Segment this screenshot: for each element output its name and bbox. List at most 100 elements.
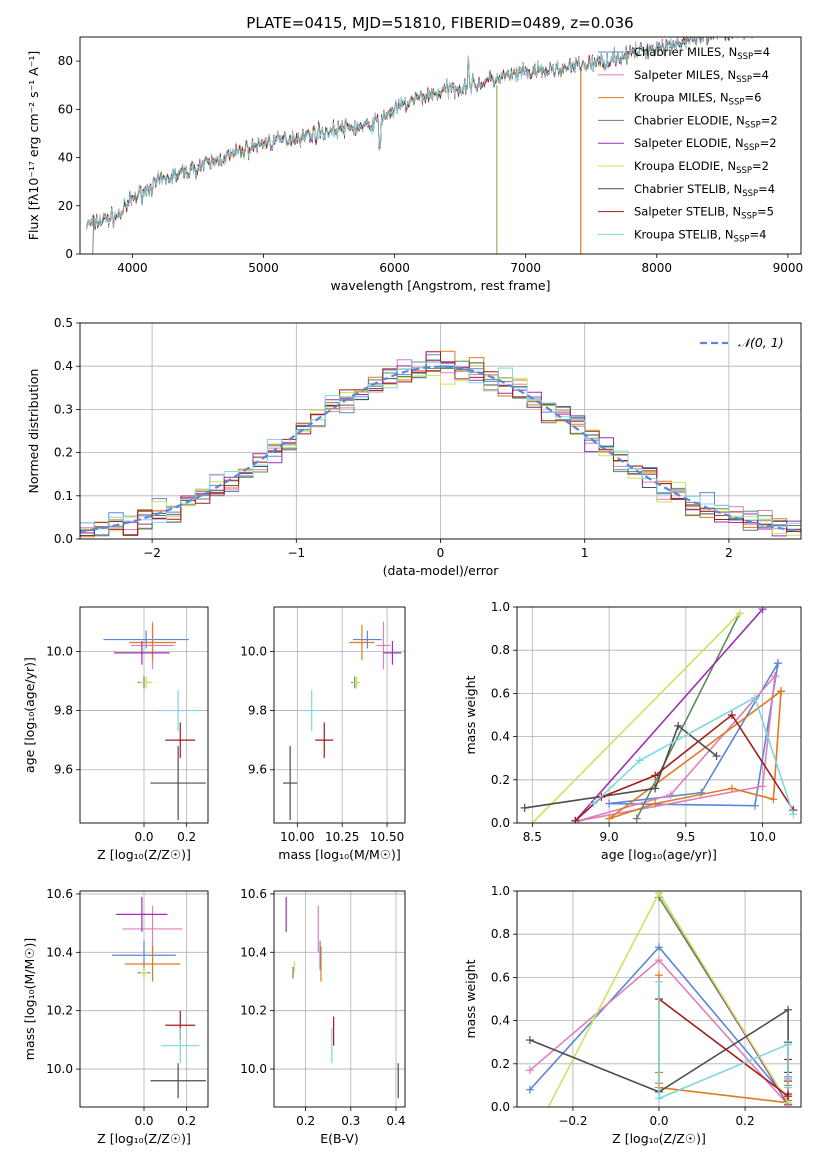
spectrum-legend: Chabrier MILES, NSSP=4 Salpeter MILES, NS…	[598, 45, 778, 244]
weight-marker	[777, 687, 786, 696]
error-point-9	[161, 1028, 200, 1064]
y-tick-label: 0.0	[491, 816, 510, 830]
weight-marker	[750, 693, 759, 702]
y-tick-label: 10.6	[46, 887, 73, 901]
y-tick-label: 0.8	[491, 927, 510, 941]
weight-marker	[651, 784, 660, 793]
error-point-8	[315, 722, 334, 758]
mass-vs-metallicity-grid	[80, 891, 208, 1107]
spectrum-plot-area	[86, 37, 753, 254]
weight-marker	[651, 771, 660, 780]
y-tick-label: 0.2	[491, 1057, 510, 1071]
weight-series-4	[635, 613, 741, 820]
x-tick-label: 9.5	[676, 830, 695, 844]
weight-marker	[528, 819, 537, 823]
mass-vs-extinction-chart: 0.2 0.3 0.4 10.0 10.2 10.4 10.6 E(B-V)	[240, 887, 405, 1146]
y-tick-label: 9.8	[54, 704, 73, 718]
error-point-1	[112, 940, 176, 970]
x-tick-label: 0.2	[736, 1114, 755, 1128]
weight-marker	[525, 1085, 534, 1094]
error-point-3	[349, 624, 375, 661]
age-vs-metallicity-chart: 0.0 0.2 9.6 9.8 10.0 Z [log₁₀(Z/Z☉)] age [log₁…	[22, 606, 209, 862]
age-vs-mass-chart: 10.00 10.25 10.50 9.6 9.8 10.0 mass [log₁₀(M/M…	[240, 606, 406, 862]
y-tick-label: 10.4	[240, 945, 267, 959]
x-axis-label: E(B-V)	[320, 1131, 359, 1146]
legend-label-5: Salpeter ELODIE, NSSP=2	[634, 136, 777, 153]
y-tick-label: 9.8	[248, 704, 267, 718]
weight-series-9	[593, 696, 795, 815]
y-tick-label: 0.6	[491, 686, 510, 700]
error-point-9	[300, 689, 323, 732]
weight-series-5	[574, 608, 764, 822]
x-tick-label: 0.4	[386, 1114, 405, 1128]
x-tick-label: 0.0	[134, 830, 153, 844]
error-point-2	[122, 905, 183, 953]
y-tick-label: 20	[58, 199, 73, 213]
y-axis-label: Flux [fλ10⁻¹⁷ erg cm⁻² s⁻¹ A⁻¹]	[26, 51, 41, 240]
weight-series-6	[547, 891, 789, 1107]
weight-series-9	[658, 981, 789, 1100]
legend-label-9: Kroupa STELIB, NSSP=4	[634, 227, 766, 244]
reference-legend-label: 𝒩(0, 1)	[738, 335, 784, 350]
x-tick-label: 9.0	[600, 830, 619, 844]
x-tick-label: 6000	[379, 261, 410, 275]
mass-vs-extinction-plot-area	[285, 896, 399, 1099]
age-vs-mass-plot-area	[282, 621, 402, 821]
y-tick-label: 0.4	[54, 359, 73, 373]
x-tick-label: −0.2	[558, 1114, 587, 1128]
y-tick-label: 0.0	[491, 1100, 510, 1114]
x-axis-label: Z [log₁₀(Z/Z☉)]	[612, 1131, 706, 1146]
residual-histogram-plot-area	[80, 350, 801, 538]
x-axis-label: Z [log₁₀(Z/Z☉)]	[97, 847, 191, 862]
y-tick-label: 10.0	[240, 1062, 267, 1076]
error-point-8	[165, 722, 196, 758]
weight-series-7	[524, 724, 718, 809]
age-vs-mass-grid	[274, 607, 405, 823]
residual-histogram-frame	[79, 322, 802, 540]
x-tick-label: −2	[143, 546, 161, 560]
mass-weight-vs-age-plot-area	[520, 607, 798, 823]
error-point-7	[150, 1063, 206, 1099]
weight-marker	[666, 790, 675, 799]
weight-marker	[697, 788, 706, 797]
y-tick-label: 0	[65, 247, 73, 261]
y-tick-label: 10.0	[240, 644, 267, 658]
y-tick-label: 10.2	[46, 1004, 73, 1018]
x-tick-label: 10.00	[280, 830, 314, 844]
x-tick-label: 4000	[117, 261, 148, 275]
weight-marker	[784, 1083, 793, 1092]
y-tick-label: 0.0	[54, 532, 73, 546]
mass-weight-vs-age-grid	[517, 606, 801, 824]
x-tick-label: 10.50	[370, 830, 404, 844]
mass-weight-vs-age-frame	[516, 606, 802, 824]
weight-marker	[758, 782, 767, 791]
legend-label-8: Salpeter STELIB, NSSP=5	[634, 205, 774, 222]
weight-marker	[651, 799, 660, 808]
error-point-9	[156, 689, 200, 732]
x-tick-label: 9000	[773, 261, 804, 275]
mass-weight-vs-age-chart: 8.5 9.0 9.5 10.0 0.0 0.2 0.4 0.6 0.8 1.0 age [log₁…	[463, 600, 802, 862]
x-axis-label: Z [log₁₀(Z/Z☉)]	[97, 1131, 191, 1146]
spectrum-frame	[79, 36, 802, 255]
weight-marker	[789, 810, 798, 819]
x-tick-label: 10.25	[325, 830, 359, 844]
x-tick-label: 0.2	[177, 1114, 196, 1128]
x-tick-label: 0.0	[649, 1114, 668, 1128]
error-point-5	[383, 641, 402, 665]
x-tick-label: −1	[287, 546, 305, 560]
error-point-1	[352, 630, 382, 649]
x-tick-label: 1	[581, 546, 589, 560]
y-tick-label: 0.3	[54, 402, 73, 416]
weight-marker	[632, 814, 641, 823]
y-axis-label: Normed distribution	[26, 369, 41, 494]
y-tick-label: 60	[58, 102, 73, 116]
error-point-6	[352, 676, 361, 689]
normal-reference-curve	[80, 365, 801, 533]
weight-marker	[655, 891, 663, 898]
spectrum-line-9	[86, 37, 748, 229]
spectrum-chart: 4000 5000 6000 7000 8000 9000 0 20 40 60 80 wavelen…	[26, 36, 804, 293]
error-point-6	[139, 676, 153, 689]
weight-marker	[520, 803, 529, 812]
y-tick-label: 0.4	[491, 1014, 510, 1028]
